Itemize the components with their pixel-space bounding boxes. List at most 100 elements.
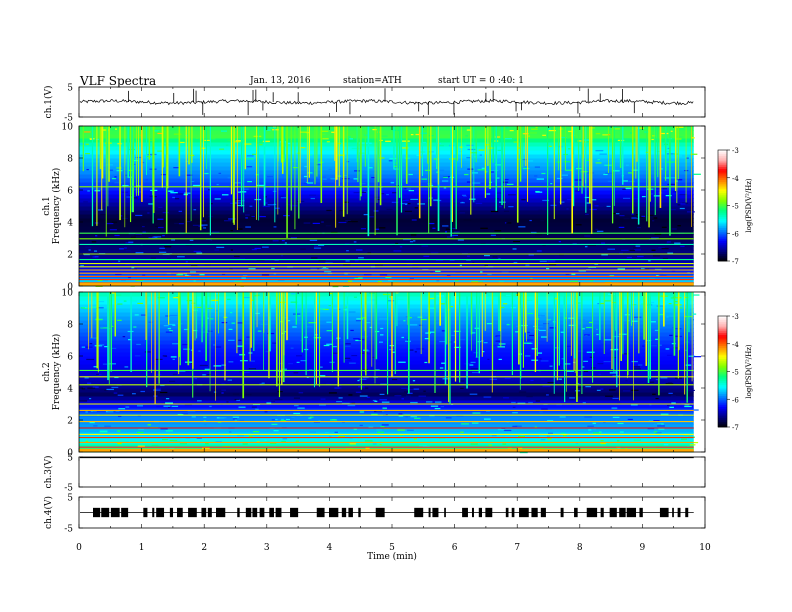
ch2-spectrogram-speckle — [368, 426, 374, 428]
xtick-label: 9 — [640, 543, 646, 553]
ch2-spectrogram-speckle — [560, 331, 566, 333]
ch2-spectrogram-speckle — [183, 348, 190, 350]
ch1-spectrogram-speckle — [665, 195, 672, 197]
ch4-pulse — [531, 507, 538, 518]
ch1-spectrogram-speckle — [142, 231, 146, 233]
ch1-spectrogram-speckle — [80, 264, 84, 267]
ch2-spectrogram-speckle — [237, 435, 244, 437]
ch2-spectrogram-speckle — [497, 346, 505, 348]
ch1-spectrogram-speckle — [246, 166, 253, 168]
ch2-spectrogram-speckle — [401, 336, 405, 339]
ch1-spectrogram-speckle — [527, 135, 531, 137]
ch1-spectrogram-speckle — [321, 130, 329, 132]
ch4-pulse — [485, 507, 493, 518]
ch2-spectrogram-speckle — [539, 435, 547, 437]
ch2-spectrogram-speckle — [261, 382, 265, 384]
ch1-spectrogram-speckle — [343, 264, 351, 266]
ch1-spectrogram-colorbar-label: log(PSD(V²/Hz) — [745, 178, 753, 233]
ch1-spectrogram-speckle — [574, 190, 580, 192]
ch1-spectrogram-speckle — [559, 136, 567, 139]
ch2-spectrogram-speckle — [117, 442, 122, 445]
ch2-spectrogram-speckle — [355, 339, 363, 342]
ch1-spectrogram-speckle — [171, 239, 176, 241]
ch2-spectrogram-speckle — [238, 406, 246, 408]
ch1-spectrogram-speckle — [625, 164, 629, 166]
ch2-spectrogram-speckle — [434, 407, 441, 410]
ch2-spectrogram-speckle — [81, 388, 86, 390]
ch2-spectrogram-colorbar-cell — [718, 382, 727, 385]
ch1-spectrogram-speckle — [507, 194, 516, 196]
ch1-spectrogram-colorbar-tick-label: -5 — [732, 203, 739, 211]
ch2-spectrogram-colorbar-tick-label: -5 — [732, 369, 739, 377]
ch2-spectrogram-speckle — [81, 346, 86, 348]
ch2-spectrogram-speckle — [472, 371, 480, 374]
ch1-spectrogram-speckle — [661, 247, 669, 250]
ch1-spectrogram-band — [79, 178, 694, 183]
ch4-pulse — [110, 507, 120, 518]
ch2-spectrogram-speckle — [95, 319, 103, 321]
ch2-spectrogram-speckle — [207, 374, 211, 376]
ch1-spectrogram-colorbar-cell — [718, 259, 727, 262]
ch1-spectrogram-speckle — [80, 207, 87, 209]
ch1-spectrogram-speckle — [619, 252, 623, 254]
ch2-spectrogram-speckle — [486, 323, 493, 325]
ch2-spectrogram-speckle — [160, 428, 168, 430]
ch1-waveform-ytick-label: -5 — [64, 114, 73, 124]
ch1-spectrogram-speckle — [435, 270, 441, 273]
ch1-spectrogram-speckle — [321, 221, 324, 223]
ch1-spectrogram-speckle — [160, 174, 168, 176]
ch1-spectrogram-speckle — [654, 233, 662, 235]
ch1-spectrogram-speckle — [261, 274, 270, 276]
x-axis-label: Time (min) — [367, 551, 417, 562]
ch1-spectrogram-speckle — [153, 196, 157, 198]
ch1-spectrogram-speckle — [691, 137, 695, 139]
ch2-spectrogram-ytick-label: 8 — [67, 321, 73, 331]
ch1-spectrogram-speckle — [305, 131, 310, 134]
ch1-spectrogram-speckle — [402, 198, 406, 201]
ch1-spectrogram-band — [79, 158, 694, 163]
ch2-spectrogram-band — [79, 324, 694, 329]
ch2-spectrogram-speckle — [692, 313, 697, 315]
ch2-spectrogram-speckle — [539, 411, 543, 413]
ch2-spectrogram-speckle — [627, 320, 630, 322]
ch2-spectrogram-speckle — [334, 387, 340, 389]
ch2-spectrogram-band — [79, 320, 694, 325]
ch1-spectrogram-speckle — [177, 150, 184, 152]
ch2-spectrogram-band — [79, 388, 694, 393]
ch1-spectrogram-colorbar-cell — [718, 249, 727, 253]
ch2-spectrogram-speckle — [523, 342, 532, 344]
ch1-spectrogram-speckle — [490, 234, 496, 236]
ch1-spectrogram-speckle — [168, 190, 172, 192]
ch1-spectrogram-speckle — [304, 165, 308, 168]
ch2-spectrogram-speckle — [469, 364, 474, 366]
ch1-spectrogram-speckle — [528, 254, 534, 256]
ch1-spectrogram-speckle — [599, 153, 607, 155]
ch2-spectrogram-speckle — [309, 378, 313, 380]
ch1-spectrogram-speckle — [622, 180, 628, 182]
ch2-spectrogram-colorbar-cell — [718, 317, 727, 321]
ch2-spectrogram-speckle — [531, 348, 538, 350]
ch1-spectrogram-speckle — [380, 193, 385, 195]
ch2-spectrogram-speckle — [666, 354, 673, 356]
ch1-spectrogram-speckle — [484, 264, 488, 267]
ch1-spectrogram-speckle — [219, 148, 225, 150]
ch2-spectrogram-speckle — [410, 416, 418, 418]
ch2-spectrogram-speckle — [518, 435, 526, 438]
ch1-spectrogram-speckle — [300, 131, 308, 133]
ch2-spectrogram-speckle — [633, 439, 641, 441]
ch1-spectrogram-speckle — [338, 154, 345, 156]
ch2-spectrogram-colorbar-cell — [718, 421, 727, 424]
ch1-spectrogram-speckle — [669, 208, 676, 211]
ch1-spectrogram-speckle — [217, 132, 221, 134]
ch2-spectrogram-speckle — [108, 363, 116, 365]
ch2-spectrogram-speckle — [347, 404, 356, 407]
ch1-spectrogram-speckle — [516, 158, 522, 160]
ch1-spectrogram-speckle — [186, 160, 190, 163]
ch2-spectrogram-speckle — [137, 302, 143, 305]
ch1-spectrogram-speckle — [328, 168, 332, 171]
ch2-spectrogram-speckle — [568, 317, 574, 319]
ch1-spectrogram-colorbar-cell — [718, 203, 727, 206]
ch1-spectrogram-speckle — [466, 157, 471, 159]
ch2-spectrogram-speckle — [87, 382, 92, 384]
ch2-spectrogram-band — [79, 436, 694, 441]
